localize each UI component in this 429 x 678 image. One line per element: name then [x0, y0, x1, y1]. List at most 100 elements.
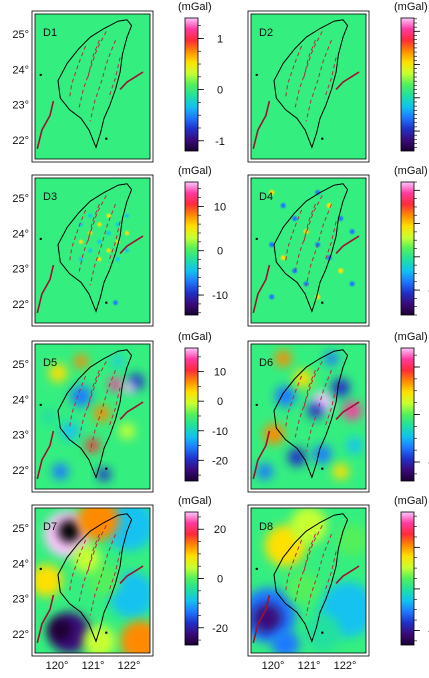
field-blob [280, 255, 286, 261]
taiwan-coastline [273, 183, 349, 313]
trench-line [36, 100, 55, 149]
map-frame-outer [247, 10, 370, 163]
trench-line [119, 565, 144, 584]
map-frame [34, 507, 151, 654]
fault-line [324, 57, 337, 99]
panel-label: D4 [259, 191, 273, 203]
field-blob [97, 239, 102, 244]
trench-line [252, 264, 271, 314]
field-blob [83, 625, 116, 653]
colorbar [184, 347, 199, 482]
colorbar-tick-label: -20 [212, 623, 228, 635]
latitude-tick-label: 23° [12, 430, 29, 442]
colorbar-unit-label: (mGal) [178, 1, 212, 13]
panel-d3: D3 25° 24° 23° 22° (mGal) 10 0 -10 [12, 165, 228, 327]
field-blob [58, 519, 81, 543]
colorbar-unit-label: (mGal) [178, 331, 212, 343]
island-marker [321, 467, 324, 470]
trench-line [119, 71, 144, 90]
colorbar-tick-label: 0 [217, 85, 223, 97]
field-blob [338, 268, 344, 274]
field-blob [263, 423, 285, 445]
colorbar-unit-label: (mGal) [394, 1, 428, 13]
colorbar-tick-label: 20 [214, 524, 226, 536]
latitude-tick-label: 23° [12, 594, 29, 606]
panel-label: D3 [43, 191, 57, 203]
trench-line [252, 100, 271, 149]
island-marker [105, 301, 108, 304]
field-blob [336, 523, 366, 556]
latitude-tick-label: 25° [12, 523, 29, 535]
latitude-tick-label: 24° [12, 64, 29, 76]
fault-line [305, 369, 332, 452]
fault-line [89, 203, 116, 286]
trench-line [335, 71, 360, 90]
colorbar-tick-label: 0 [217, 574, 223, 586]
field-blob [287, 447, 307, 467]
colorbar [184, 17, 199, 152]
trench-line [36, 264, 55, 314]
colorbar-unit-label: (mGal) [178, 165, 212, 177]
island-marker [321, 631, 324, 634]
field-blob [123, 381, 136, 394]
latitude-tick-label: 22° [12, 299, 29, 311]
trench-line [335, 235, 360, 254]
latitude-tick-label: 23° [12, 100, 29, 112]
latitude-tick-label: 25° [12, 359, 29, 371]
fault-line [89, 533, 116, 616]
colorbar [400, 17, 415, 152]
panel-d7: D7 25° 24° 23° 22° 120° 121° 122° (mGal) 20 0 -20 [12, 495, 228, 672]
map-background [35, 14, 150, 159]
fault-line [69, 539, 87, 593]
field-blob [115, 257, 120, 262]
colorbar-unit-label: (mGal) [394, 165, 428, 177]
panel-d1: D1 25° 24° 23° 22° (mGal) 1 0 -1 [12, 1, 225, 163]
fault-line [285, 539, 303, 593]
trench-line [36, 430, 55, 480]
panel-d6: D6(mGal)200-20 [247, 331, 429, 493]
panel-label: D6 [259, 357, 273, 369]
colorbar-unit-label: (mGal) [178, 495, 212, 507]
fault-line [108, 387, 121, 429]
map-frame-outer [31, 174, 154, 327]
field-blob [252, 603, 283, 634]
taiwan-coastline [273, 19, 349, 149]
island-marker [255, 403, 258, 407]
map-frame-outer [247, 504, 370, 657]
latitude-tick-label: 25° [12, 29, 29, 41]
field-blob [78, 257, 84, 262]
latitude-tick-label: 22° [12, 629, 29, 641]
colorbar-unit-label: (mGal) [394, 495, 428, 507]
trench-line [119, 401, 144, 420]
field-blob [60, 421, 79, 441]
island-marker [255, 237, 258, 241]
fault-line [324, 551, 337, 593]
panel-label: D8 [259, 521, 273, 533]
island-marker [39, 73, 42, 77]
taiwan-coastline [57, 513, 133, 643]
fault-line [69, 209, 87, 263]
field-blob [70, 385, 92, 407]
field-blob [338, 216, 344, 222]
trench-line [36, 594, 55, 644]
fault-line [89, 369, 116, 452]
fault-line [108, 57, 121, 99]
fault-line [305, 533, 332, 616]
map-frame-outer [31, 10, 154, 163]
fault-line [108, 221, 121, 263]
fault-line [324, 221, 337, 263]
anomaly-field [35, 508, 150, 653]
field-blob [124, 213, 130, 218]
field-blob [315, 189, 321, 196]
trench-line [335, 565, 360, 584]
taiwan-coastline [57, 349, 133, 479]
longitude-tick-label: 120° [262, 660, 285, 672]
field-blob [78, 239, 84, 244]
island-marker [255, 567, 258, 571]
map-background [35, 178, 150, 323]
field-blob [115, 222, 120, 227]
panels-group: D125°24°23°22°(mGal)10-1D2(mGal)420-2D32… [12, 1, 429, 672]
latitude-tick-label: 24° [12, 228, 29, 240]
colorbar-tick-label: -10 [212, 290, 228, 302]
